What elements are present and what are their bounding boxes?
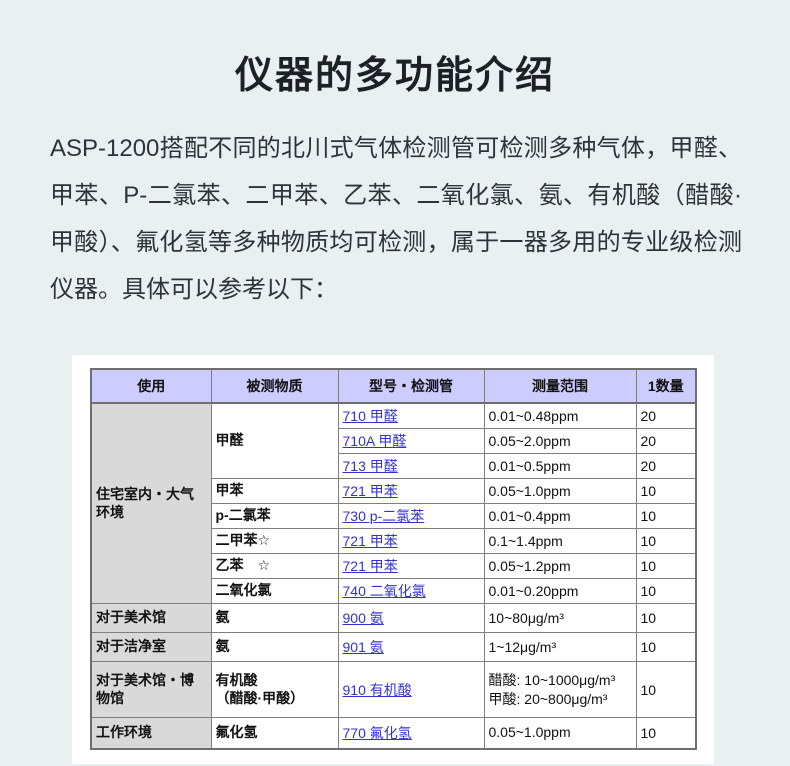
table-row: 二甲苯☆ 721 甲苯 0.1~1.4ppm 10 bbox=[91, 528, 697, 554]
table-row: 甲苯 721 甲苯 0.05~1.0ppm 10 bbox=[91, 478, 697, 504]
substance-cell: 二氧化氯 bbox=[210, 578, 339, 604]
qty-cell: 20 bbox=[635, 402, 697, 429]
qty-cell: 10 bbox=[635, 478, 697, 504]
range-cell: 0.05~1.2ppm bbox=[483, 553, 637, 579]
header-substance: 被测物质 bbox=[210, 368, 339, 404]
model-link[interactable]: 713 甲醛 bbox=[342, 458, 398, 474]
model-cell: 730 p-二氯苯 bbox=[337, 503, 485, 529]
qty-cell: 10 bbox=[635, 632, 697, 662]
model-link[interactable]: 710A 甲醛 bbox=[342, 433, 407, 449]
model-cell: 901 氨 bbox=[337, 632, 485, 662]
model-cell: 721 甲苯 bbox=[337, 528, 485, 554]
substance-cell: 氨 bbox=[210, 603, 339, 633]
range-cell: 0.05~2.0ppm bbox=[483, 428, 637, 454]
range-cell: 1~12μg/m³ bbox=[483, 632, 637, 662]
range-line: 甲酸: 20~800μg/m³ bbox=[488, 690, 608, 707]
model-link[interactable]: 721 甲苯 bbox=[342, 533, 398, 549]
table-row: 乙苯 ☆ 721 甲苯 0.05~1.2ppm 10 bbox=[91, 553, 697, 579]
substance-cell: 乙苯 ☆ bbox=[210, 553, 339, 579]
substance-cell: 氨 bbox=[210, 632, 339, 662]
table-row: 对于美术馆 氨 900 氨 10~80μg/m³ 10 bbox=[90, 603, 697, 633]
detection-table: 使用 被测物质 型号・检测管 测量范围 1数量 住宅室内・大气环境 甲醛 710… bbox=[90, 368, 697, 750]
table-row: 二氧化氯 740 二氧化氯 0.01~0.20ppm 10 bbox=[91, 578, 697, 604]
use-cell: 住宅室内・大气环境 bbox=[90, 402, 212, 604]
range-line: 醋酸: 10~1000μg/m³ bbox=[488, 671, 616, 688]
model-link[interactable]: 900 氨 bbox=[342, 610, 384, 626]
header-row: 使用 被测物质 型号・检测管 测量范围 1数量 bbox=[90, 368, 697, 404]
model-cell: 770 氟化氢 bbox=[337, 717, 485, 749]
range-cell: 0.1~1.4ppm bbox=[483, 528, 637, 554]
table-row: 710A 甲醛 0.05~2.0ppm 20 bbox=[91, 428, 697, 454]
qty-cell: 10 bbox=[635, 661, 697, 718]
page-title: 仪器的多功能介绍 bbox=[234, 55, 555, 97]
qty-cell: 20 bbox=[635, 428, 697, 454]
model-link[interactable]: 721 甲苯 bbox=[342, 483, 398, 499]
qty-cell: 10 bbox=[635, 603, 697, 633]
header-use: 使用 bbox=[90, 368, 212, 404]
model-link[interactable]: 740 二氧化氯 bbox=[342, 583, 426, 599]
range-cell: 0.01~0.5ppm bbox=[483, 453, 637, 479]
substance-cell: 有机酸 （醋酸·甲酸） bbox=[210, 661, 339, 718]
qty-cell: 20 bbox=[635, 453, 697, 479]
qty-cell: 10 bbox=[635, 717, 697, 749]
substance-line: 有机酸 bbox=[215, 672, 258, 688]
model-cell: 910 有机酸 bbox=[337, 661, 485, 718]
qty-cell: 10 bbox=[635, 578, 697, 604]
substance-line: （醋酸·甲酸） bbox=[215, 689, 305, 706]
model-cell: 721 甲苯 bbox=[337, 553, 485, 579]
model-link[interactable]: 710 甲醛 bbox=[342, 408, 398, 424]
intro-paragraph: ASP-1200搭配不同的北川式气体检测管可检测多种气体，甲醛、甲苯、P-二氯苯… bbox=[50, 135, 742, 303]
table-row: 对于美术馆・博物馆 有机酸 （醋酸·甲酸） 910 有机酸 醋酸: 10~100… bbox=[90, 661, 697, 718]
range-cell: 0.01~0.48ppm bbox=[483, 402, 637, 429]
substance-cell: 甲醛 bbox=[210, 402, 339, 479]
model-cell: 740 二氧化氯 bbox=[337, 578, 485, 604]
model-cell: 900 氨 bbox=[337, 603, 485, 633]
header-range: 测量范围 bbox=[483, 368, 637, 404]
substance-cell: p-二氯苯 bbox=[210, 503, 339, 529]
qty-cell: 10 bbox=[635, 503, 697, 529]
table-row: 713 甲醛 0.01~0.5ppm 20 bbox=[91, 453, 697, 479]
model-cell: 710A 甲醛 bbox=[337, 428, 485, 454]
model-link[interactable]: 910 有机酸 bbox=[342, 681, 412, 698]
model-link[interactable]: 721 甲苯 bbox=[342, 558, 398, 574]
range-cell: 0.05~1.0ppm bbox=[483, 478, 637, 504]
substance-cell: 二甲苯☆ bbox=[210, 528, 339, 554]
range-cell: 0.01~0.20ppm bbox=[483, 578, 637, 604]
header-model: 型号・检测管 bbox=[337, 368, 485, 404]
range-cell: 0.05~1.0ppm bbox=[483, 717, 637, 749]
qty-cell: 10 bbox=[635, 528, 697, 554]
range-cell: 10~80μg/m³ bbox=[483, 603, 637, 633]
use-cell: 对于美术馆 bbox=[90, 603, 212, 633]
model-link[interactable]: 901 氨 bbox=[342, 639, 384, 655]
model-link[interactable]: 730 p-二氯苯 bbox=[342, 508, 425, 524]
table-row: 对于洁净室 氨 901 氨 1~12μg/m³ 10 bbox=[90, 632, 697, 662]
table-panel: 使用 被测物质 型号・检测管 测量范围 1数量 住宅室内・大气环境 甲醛 710… bbox=[72, 355, 714, 764]
header-qty: 1数量 bbox=[635, 368, 697, 404]
range-cell: 0.01~0.4ppm bbox=[483, 503, 637, 529]
range-cell: 醋酸: 10~1000μg/m³ 甲酸: 20~800μg/m³ bbox=[483, 661, 637, 718]
use-cell: 工作环境 bbox=[90, 717, 212, 749]
use-cell: 对于美术馆・博物馆 bbox=[90, 661, 212, 718]
substance-cell: 氟化氢 bbox=[210, 717, 339, 749]
model-link[interactable]: 770 氟化氢 bbox=[342, 724, 412, 741]
table-row: 住宅室内・大气环境 甲醛 710 甲醛 0.01~0.48ppm 20 bbox=[90, 402, 697, 604]
model-cell: 713 甲醛 bbox=[337, 453, 485, 479]
model-cell: 710 甲醛 bbox=[337, 402, 485, 429]
substance-cell: 甲苯 bbox=[210, 478, 339, 504]
qty-cell: 10 bbox=[635, 553, 697, 579]
model-cell: 721 甲苯 bbox=[337, 478, 485, 504]
table-row: p-二氯苯 730 p-二氯苯 0.01~0.4ppm 10 bbox=[91, 503, 697, 529]
use-cell: 对于洁净室 bbox=[90, 632, 212, 662]
table-row: 工作环境 氟化氢 770 氟化氢 0.05~1.0ppm 10 bbox=[90, 717, 697, 749]
